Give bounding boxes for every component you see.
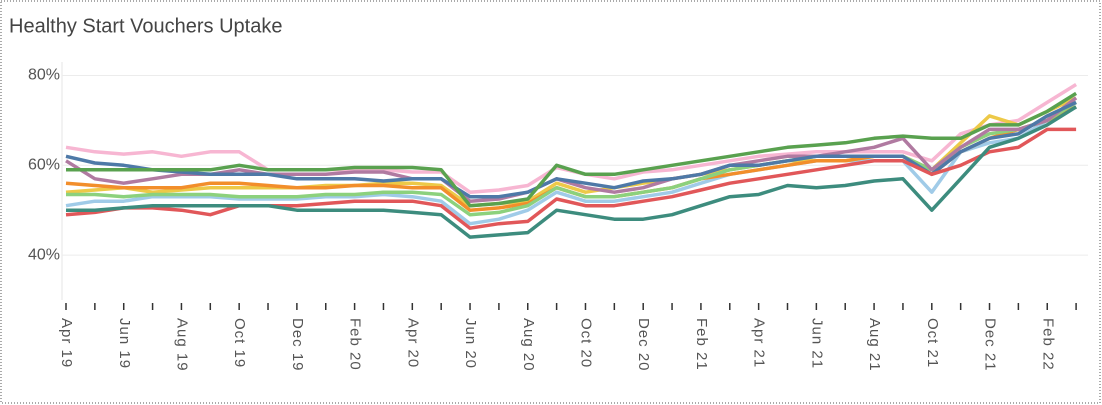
x-tick-label: Dec 20 [635, 318, 652, 372]
x-tick-label: Dec 21 [982, 318, 999, 372]
x-tick-label: Aug 21 [866, 318, 883, 372]
x-tick-label: Feb 22 [1039, 318, 1056, 371]
y-tick-label: 60% [28, 157, 60, 174]
x-tick-label: Oct 19 [231, 318, 248, 368]
x-tick-label: Apr 20 [404, 318, 421, 368]
x-tick-label: Apr 19 [58, 318, 75, 368]
x-tick-label: Jun 21 [808, 318, 825, 369]
chart-title: Healthy Start Vouchers Uptake [9, 15, 282, 37]
y-tick-label: 80% [28, 67, 60, 84]
x-tick-label: Feb 20 [347, 318, 364, 371]
line-series [65, 105, 1077, 226]
x-tick-label: Jun 19 [116, 318, 133, 369]
y-tick-label: 40% [28, 246, 60, 263]
line-series [66, 105, 1078, 239]
x-tick-label: Jun 20 [462, 318, 479, 369]
x-tick-label: Aug 19 [173, 318, 190, 372]
x-tick-label: Dec 19 [289, 318, 306, 372]
line-series [65, 96, 1078, 203]
line-series [66, 91, 1078, 208]
x-tick-label: Aug 20 [520, 318, 537, 372]
x-tick-label: Apr 21 [751, 318, 768, 368]
line-series [65, 100, 1077, 199]
x-tick-label: Feb 21 [693, 318, 710, 371]
x-tick-label: Oct 20 [578, 318, 595, 368]
x-tick-label: Oct 21 [924, 318, 941, 368]
